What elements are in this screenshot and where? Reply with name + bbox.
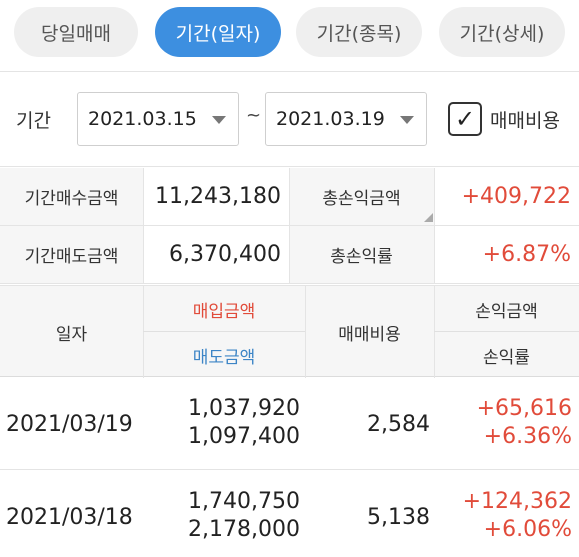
row-pl-amount: +65,616 [476,396,572,421]
chevron-down-icon [400,116,414,124]
fee-checkbox-label[interactable]: 매매비용 [490,110,560,132]
row-sell-amount: 2,178,000 [188,517,300,542]
divider [289,168,290,284]
table-row[interactable]: 2021/03/18 1,740,750 2,178,000 5,138 +12… [0,471,579,557]
tab-period-by-date[interactable]: 기간(일자) [155,7,281,57]
col-date: 일자 [55,324,88,345]
col-pl-amount: 손익금액 [475,301,538,322]
trades-table-header: 일자 매입금액 매도금액 매매비용 손익금액 손익률 [0,285,579,378]
tab-period-by-stock[interactable]: 기간(종목) [296,7,422,57]
divider [305,286,306,378]
col-pl-rate: 손익률 [483,347,530,368]
divider [143,168,144,284]
divider [434,286,435,378]
checkmark-icon: ✓ [454,105,476,133]
row-date: 2021/03/18 [6,504,133,530]
divider [434,168,435,284]
table-row[interactable]: 2021/03/19 1,037,920 1,097,400 2,584 +65… [0,378,579,470]
end-date-select[interactable]: 2021.03.19 [265,92,427,146]
divider [143,286,144,378]
tab-period-detail[interactable]: 기간(상세) [439,7,565,57]
row-buy-amount: 1,740,750 [188,489,300,514]
sell-total-label: 기간매도금액 [0,226,143,284]
sell-total-value: 6,370,400 [143,226,289,284]
col-sell-amount: 매도금액 [192,347,256,368]
row-pl-rate: +6.36% [483,424,572,449]
col-fee: 매매비용 [338,324,401,345]
period-tabs: 당일매매 기간(일자) 기간(종목) 기간(상세) [0,0,579,72]
row-pl-rate: +6.06% [483,517,572,542]
divider [143,331,305,332]
col-buy-amount: 매입금액 [192,301,256,322]
pl-rate-label: 총손익률 [289,226,434,284]
chevron-down-icon [212,116,226,124]
tab-today-trades[interactable]: 당일매매 [14,7,138,57]
corner-marker-icon [424,213,433,222]
row-fee: 2,584 [367,411,430,437]
row-pl-amount: +124,362 [462,489,572,514]
pl-total-label: 총손익금액 [289,168,434,226]
fee-checkbox[interactable]: ✓ [448,102,482,136]
date-separator: ~ [246,105,262,126]
pl-total-value: +409,722 [434,168,579,226]
row-fee: 5,138 [367,504,430,530]
buy-total-value: 11,243,180 [143,168,289,226]
row-sell-amount: 1,097,400 [188,424,300,449]
start-date-value: 2021.03.15 [88,108,197,130]
buy-total-label: 기간매수금액 [0,168,143,226]
pl-rate-value: +6.87% [434,226,579,284]
start-date-select[interactable]: 2021.03.15 [77,92,239,146]
divider [434,331,579,332]
row-buy-amount: 1,037,920 [188,396,300,421]
period-filter: 기간 2021.03.15 ~ 2021.03.19 ✓ 매매비용 [0,73,579,167]
end-date-value: 2021.03.19 [276,108,385,130]
summary-table: 기간매수금액 11,243,180 총손익금액 +409,722 기간매도금액 … [0,168,579,284]
period-label: 기간 [16,110,51,132]
row-date: 2021/03/19 [6,411,133,437]
